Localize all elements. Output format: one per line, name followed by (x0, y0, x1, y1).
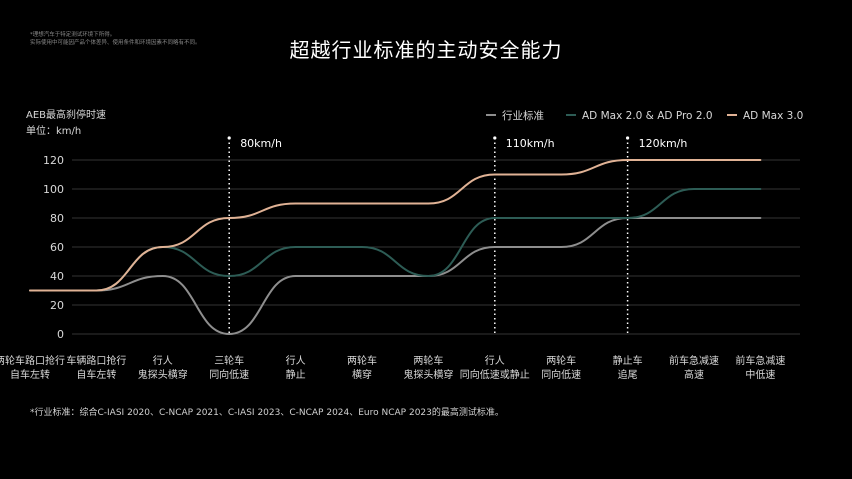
legend-label-2: AD Max 3.0 (743, 110, 803, 122)
x-tick-label-11: 前车急减速中低速 (735, 354, 785, 381)
legend-label-0: 行业标准 (502, 109, 544, 122)
annotation-dot-0 (227, 136, 231, 140)
y-tick-label-120: 120 (43, 154, 64, 167)
y-tick-label-40: 40 (50, 270, 64, 283)
y-tick-label-80: 80 (50, 212, 64, 225)
x-tick-label-7: 行人同向低速或静止 (460, 354, 530, 381)
y-axis-label-line-2: 单位：km/h (26, 126, 82, 137)
annotation-dot-2 (626, 136, 630, 140)
disclaimer-line-2: 实际使用中可能因产品个体差异、使用条件和环境因素不同略有不同。 (30, 40, 201, 46)
x-tick-label-1: 车辆路口抢行自车左转 (66, 354, 126, 381)
series-line-2 (29, 159, 762, 292)
y-tick-label-0: 0 (57, 328, 64, 341)
y-axis-label: AEB最高刹停时速 单位：km/h (26, 108, 106, 140)
x-tick-label-3: 三轮车同向低速 (209, 354, 249, 381)
x-tick-label-0: 两轮车路口抢行自车左转 (0, 354, 65, 381)
annotation-dot-1 (493, 136, 497, 140)
footnote: *行业标准：综合C-IASI 2020、C-NCAP 2021、C-IASI 2… (30, 408, 504, 418)
x-tick-label-4: 行人静止 (286, 354, 306, 381)
y-tick-label-60: 60 (50, 241, 64, 254)
disclaimer-line-1: *理想汽车于特定测试环境下所得。 (30, 32, 116, 38)
x-tick-label-2: 行人鬼探头横穿 (138, 354, 188, 381)
annotation-label-0: 80km/h (240, 137, 282, 150)
page-title: 超越行业标准的主动安全能力 (289, 38, 563, 62)
x-tick-label-5: 两轮车横穿 (347, 354, 377, 381)
annotation-label-1: 110km/h (506, 137, 555, 150)
x-tick-label-8: 两轮车同向低速 (541, 354, 581, 381)
x-tick-label-9: 静止车追尾 (613, 354, 643, 381)
disclaimer: *理想汽车于特定测试环境下所得。 实际使用中可能因产品个体差异、使用条件和环境因… (30, 31, 201, 47)
legend-label-1: AD Max 2.0 & AD Pro 2.0 (582, 110, 713, 122)
x-tick-label-10: 前车急减速高速 (669, 354, 719, 381)
annotation-label-2: 120km/h (639, 137, 688, 150)
y-axis-label-line-1: AEB最高刹停时速 (26, 110, 107, 121)
y-tick-label-100: 100 (43, 183, 64, 196)
y-tick-label-20: 20 (50, 299, 64, 312)
x-tick-label-6: 两轮车鬼探头横穿 (403, 354, 453, 381)
